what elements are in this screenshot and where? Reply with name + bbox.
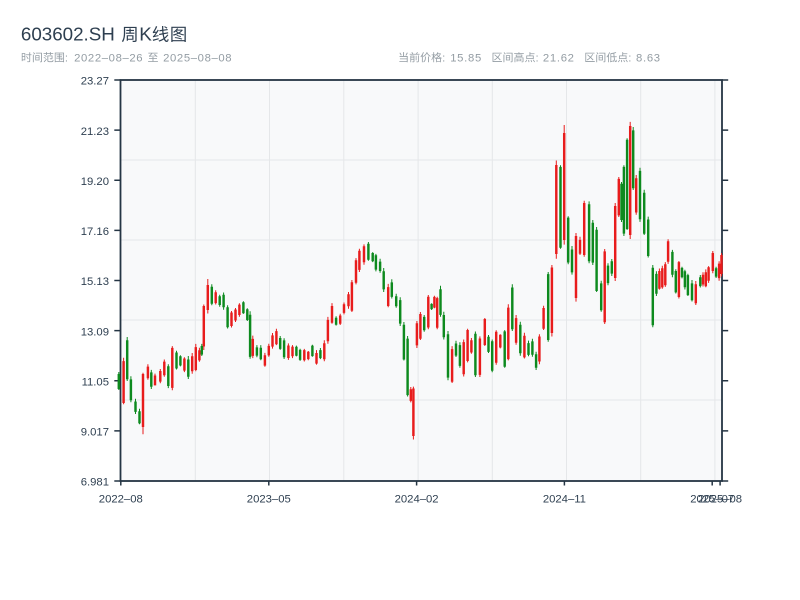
svg-text::: :	[628, 52, 631, 64]
svg-text:2024–02: 2024–02	[395, 494, 439, 506]
svg-text:21.62: 21.62	[543, 52, 575, 64]
svg-text::: :	[536, 52, 539, 64]
svg-text::: :	[65, 52, 68, 64]
svg-text:8.63: 8.63	[636, 52, 661, 64]
svg-text:2022–08–26: 2022–08–26	[74, 52, 143, 64]
svg-text:11.05: 11.05	[82, 376, 109, 388]
svg-text:13.09: 13.09	[81, 326, 109, 338]
svg-text:2023–05: 2023–05	[247, 494, 291, 506]
svg-text:603602.SH: 603602.SH	[21, 24, 115, 45]
svg-text:2024–11: 2024–11	[543, 494, 586, 506]
svg-text:6.981: 6.981	[81, 477, 109, 489]
svg-text:K: K	[139, 24, 152, 45]
svg-text:2025–08–08: 2025–08–08	[163, 52, 232, 64]
svg-text:2025–07: 2025–07	[690, 494, 734, 506]
svg-text:15.85: 15.85	[450, 52, 482, 64]
svg-text:17.16: 17.16	[81, 226, 109, 238]
svg-text:23.27: 23.27	[81, 76, 109, 88]
svg-text:19.20: 19.20	[81, 176, 109, 188]
svg-text:21.23: 21.23	[81, 126, 109, 138]
svg-text:15.13: 15.13	[81, 276, 109, 288]
svg-text:2025–08: 2025–08	[698, 494, 742, 506]
svg-text::: :	[442, 52, 445, 64]
svg-text:9.017: 9.017	[81, 427, 109, 439]
svg-text:2022–08: 2022–08	[99, 494, 143, 506]
